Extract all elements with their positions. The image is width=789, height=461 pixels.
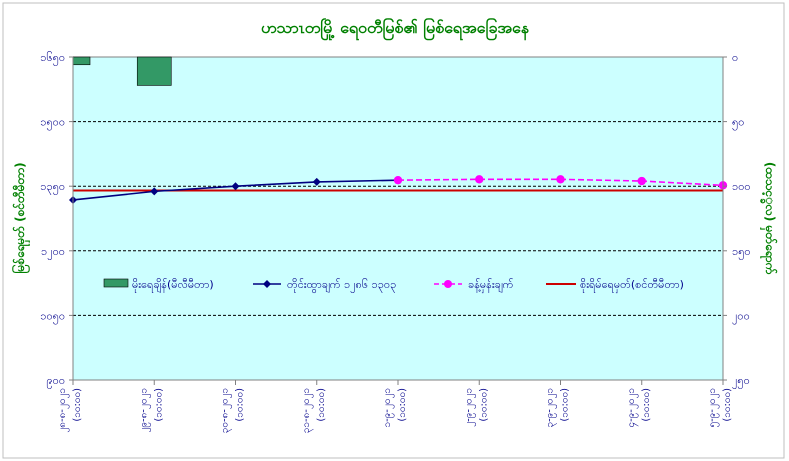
x-tick-label: ၁-၉-၂၀၂၁ xyxy=(382,388,395,428)
legend-swatch-marker xyxy=(444,280,452,288)
legend-swatch-marker xyxy=(263,280,271,288)
x-tick-label: (၁၀:၀၀) xyxy=(478,388,489,422)
y-left-tick-label: ၁၃၅၀ xyxy=(40,180,65,195)
x-tick-label: (၁၀:၀၀) xyxy=(722,388,733,422)
y-axis-right-title: (ထသင့္ခလ) မှတ်ရောက် xyxy=(759,162,779,275)
data-point-circle xyxy=(393,175,403,185)
x-tick-label: (၁၀:၀၀) xyxy=(153,388,164,422)
y-left-tick-label: ၁၂၀၀ xyxy=(41,245,65,260)
y-right-tick-label: ၂၀၀ xyxy=(732,309,750,324)
y-left-tick-label: ၁၅၀၀ xyxy=(40,116,65,131)
series-lines xyxy=(69,175,728,204)
y-left-tick-label: ၁၀၅၀ xyxy=(40,309,65,324)
x-tick-label: (၁၀:၀၀) xyxy=(397,388,408,422)
data-point-diamond xyxy=(231,182,240,191)
rainfall-bar xyxy=(136,56,172,86)
y-left-tick-label: ၉၀၀ xyxy=(46,374,65,389)
x-tick-label: ၃၁-၈-၂၀၂၁ xyxy=(301,388,314,433)
rainfall-bars xyxy=(72,56,172,86)
legend-label: မိုးရေချိန်(မီလီမီတာ) xyxy=(132,278,214,293)
data-point-circle xyxy=(475,175,484,184)
x-tick-label: (၁၀:၀၀) xyxy=(316,388,327,422)
x-tick-label: (၁၀:၀၀) xyxy=(641,388,652,422)
y-left-tick-label: ၁၆၅၀ xyxy=(40,51,65,66)
data-point-diamond xyxy=(150,187,159,196)
y-right-tick-label: ၀ xyxy=(732,51,738,64)
legend-item: တိုင်းထွာချက် ၁၂၈၆ ၁၃၀၃ xyxy=(253,278,396,293)
x-tick-label: (၁၀:၀၀) xyxy=(72,388,83,422)
data-point-diamond xyxy=(312,177,321,186)
legend-item: စိုးရိမ်ရေမှတ်(စင်တီမီတာ) xyxy=(546,278,684,293)
x-tick-label: ၂၉-၈-၂၀၂၁ xyxy=(138,388,151,433)
data-point-circle xyxy=(556,175,565,184)
y-right-tick-label: ၁၅၀ xyxy=(732,245,751,260)
rainfall-bar xyxy=(72,56,91,66)
legend-label: ခန့်မှန်းချက် xyxy=(468,278,514,293)
y-axis-left-title: မြစ်ရေမှတ် (စင်တီမီတာ) xyxy=(10,162,31,273)
x-tick-label: ၃-၉-၂၀၂၁ xyxy=(545,388,558,428)
y-right-tick-label: ၂၅၀ xyxy=(732,374,750,389)
y-right-tick-label: ၅၀ xyxy=(732,116,744,131)
y-axis-left-ticks: ၉၀၀ ၁၀၅၀ ၁၂၀၀ ၁၃၅၀ ၁၅၀၀ ၁၆၅၀ xyxy=(40,51,73,389)
x-tick-label: (၁၀:၀၀) xyxy=(560,388,571,422)
x-axis-ticks: ၂၈-၈-၂၀၂၁ (၁၀:၀၀) ၂၉-၈-၂၀၂၁ (၁၀:၀၀) ၃၀-၈-၂၀၂… xyxy=(57,380,733,433)
gridlines xyxy=(73,121,723,316)
legend-label: စိုးရိမ်ရေမှတ်(စင်တီမီတာ) xyxy=(580,278,684,293)
plot-area xyxy=(72,56,724,381)
data-point-circle xyxy=(637,176,646,186)
legend: မိုးရေချိန်(မီလီမီတာ) တိုင်းထွာချက် ၁၂၈၆ … xyxy=(103,278,684,293)
y-right-tick-label: ၁၀၀ xyxy=(732,180,751,193)
legend-label: တိုင်းထွာချက် ၁၂၈၆ ၁၃၀၃ xyxy=(287,278,396,293)
x-tick-label: ၂၈-၈-၂၀၂၁ xyxy=(57,388,70,433)
legend-item: မိုးရေချိန်(မီလီမီတာ) xyxy=(103,278,214,293)
x-tick-label: ၅-၉-၂၀၂၁ xyxy=(707,388,720,428)
x-tick-label: ၂-၉-၂၀၂၁ xyxy=(463,388,476,427)
x-tick-label: (၁၀:၀၀) xyxy=(235,388,246,422)
legend-item: ခန့်မှန်းချက် xyxy=(434,278,514,293)
x-tick-label: ၃၀-၈-၂၀၂၁ xyxy=(220,388,233,433)
legend-swatch-bar xyxy=(103,278,129,288)
x-tick-label: ၄-၉-၂၀၂၁ xyxy=(626,388,639,428)
